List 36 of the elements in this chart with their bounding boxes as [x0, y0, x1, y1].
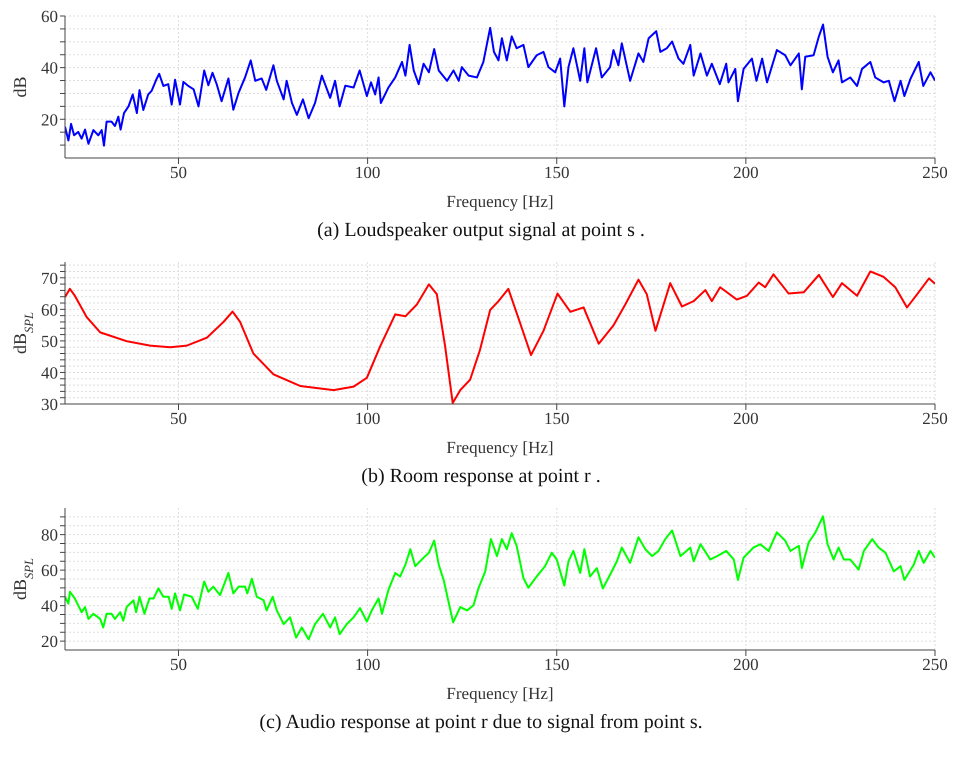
x-tick-label: 200 — [733, 655, 759, 674]
y-tick-label: 60 — [41, 300, 58, 320]
x-axis-title: Frequency [Hz] — [446, 438, 554, 457]
x-tick-label: 50 — [170, 163, 187, 182]
line-series — [65, 24, 935, 147]
x-tick-label: 50 — [170, 655, 187, 674]
x-tick-label: 150 — [544, 655, 570, 674]
x-tick-label: 100 — [354, 655, 380, 674]
y-tick-label: 40 — [41, 363, 58, 382]
y-tick-label: 40 — [41, 58, 58, 78]
y-axis-title: dB — [10, 76, 30, 98]
x-tick-label: 150 — [544, 409, 570, 428]
y-tick-label: 20 — [41, 632, 58, 652]
x-tick-label: 200 — [733, 163, 759, 182]
y-tick-label: 60 — [41, 561, 58, 580]
x-tick-label: 250 — [922, 655, 948, 674]
x-tick-label: 250 — [922, 163, 948, 182]
x-tick-label: 150 — [544, 163, 570, 182]
y-tick-label: 30 — [41, 395, 58, 414]
y-tick-label: 40 — [41, 596, 58, 616]
text: (b) Room response at point r . — [360, 465, 602, 488]
y-tick-label: 70 — [41, 268, 58, 288]
x-axis-title: Frequency [Hz] — [446, 192, 554, 211]
x-tick-label: 100 — [354, 409, 380, 428]
line-series — [65, 515, 935, 640]
text: (a) Loudspeaker output signal at point s . — [316, 219, 646, 242]
x-tick-label: 50 — [170, 409, 187, 428]
y-tick-label: 80 — [41, 526, 58, 545]
y-tick-label: 60 — [41, 7, 58, 26]
x-axis-title: Frequency [Hz] — [446, 684, 554, 703]
y-tick-label: 50 — [41, 332, 58, 351]
x-tick-label: 250 — [922, 409, 948, 428]
y-tick-label: 20 — [41, 110, 58, 130]
x-tick-label: 100 — [354, 163, 380, 182]
x-tick-label: 200 — [733, 409, 759, 428]
text: (c) Audio response at point r due to signal from point s. — [258, 711, 704, 734]
